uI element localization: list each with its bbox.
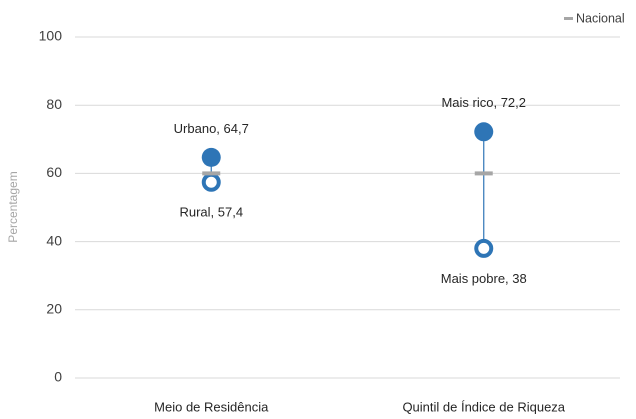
data-label: Mais pobre, 38 <box>441 271 527 286</box>
high-point <box>474 122 494 142</box>
y-tick-label: 80 <box>46 96 62 112</box>
legend-swatch <box>564 17 573 20</box>
data-label: Urbano, 64,7 <box>174 121 249 136</box>
y-tick-label: 0 <box>54 369 62 385</box>
y-tick-label: 20 <box>46 301 62 317</box>
y-axis-label: Percentagem <box>6 171 20 242</box>
low-point <box>201 172 221 192</box>
low-point <box>474 238 494 258</box>
data-label: Mais rico, 72,2 <box>441 95 526 110</box>
x-tick-label: Meio de Residência <box>154 399 269 414</box>
x-tick-label: Quintil de Índice de Riqueza <box>402 399 565 414</box>
legend-label: Nacional <box>576 11 625 25</box>
data-label: Rural, 57,4 <box>179 205 243 220</box>
y-tick-label: 40 <box>46 232 62 248</box>
national-marker <box>202 171 221 176</box>
y-tick-label: 100 <box>39 28 63 44</box>
national-marker <box>474 171 493 176</box>
y-tick-label: 60 <box>46 164 62 180</box>
high-point <box>201 147 221 167</box>
